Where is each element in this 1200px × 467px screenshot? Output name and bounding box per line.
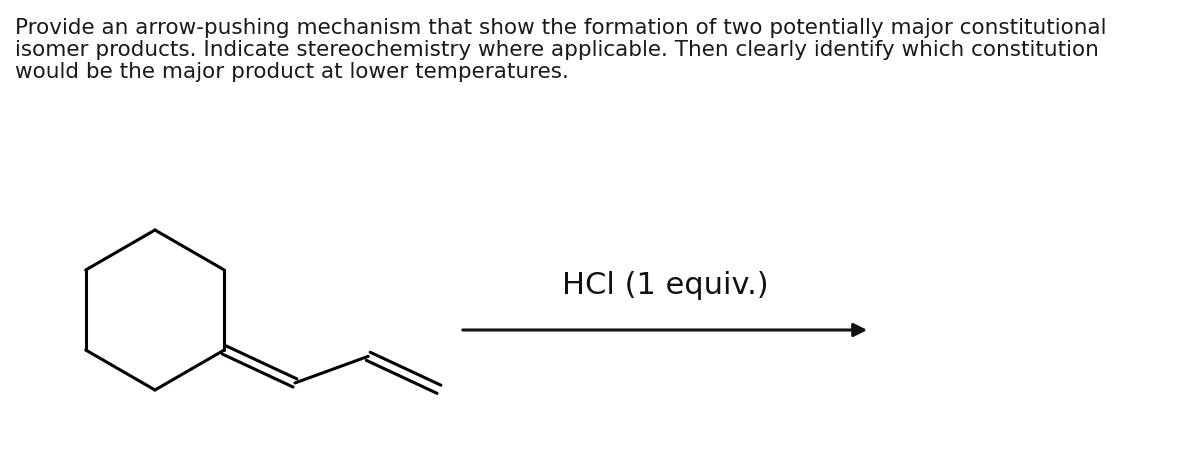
Text: isomer products. Indicate stereochemistry where applicable. Then clearly identif: isomer products. Indicate stereochemistr… xyxy=(14,40,1099,60)
Text: HCl (1 equiv.): HCl (1 equiv.) xyxy=(562,270,768,299)
Text: Provide an arrow-pushing mechanism that show the formation of two potentially ma: Provide an arrow-pushing mechanism that … xyxy=(14,18,1106,38)
Text: would be the major product at lower temperatures.: would be the major product at lower temp… xyxy=(14,62,569,82)
